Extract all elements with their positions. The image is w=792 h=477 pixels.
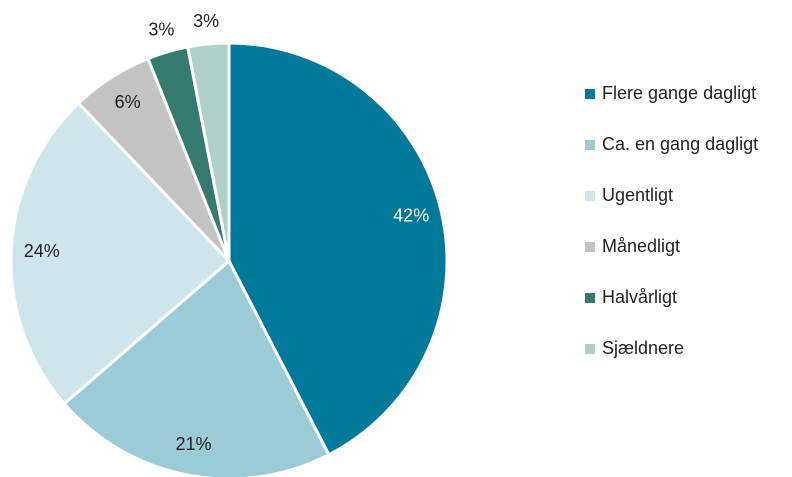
legend-label: Halvårligt <box>602 287 677 307</box>
legend-marker <box>585 242 595 252</box>
data-label: 3% <box>148 19 174 39</box>
data-label: 24% <box>24 241 60 261</box>
legend-marker <box>585 344 595 354</box>
legend-label: Månedligt <box>602 236 680 256</box>
data-label: 6% <box>115 92 141 112</box>
pie-slice <box>185 41 231 262</box>
legend-label: Sjældnere <box>602 338 684 358</box>
legend-marker <box>585 89 595 99</box>
data-label: 42% <box>393 206 429 226</box>
pie-slice <box>227 41 449 457</box>
legend-marker <box>585 293 595 303</box>
legend-label: Ca. en gang dagligt <box>602 134 758 154</box>
pie-slice <box>9 101 232 406</box>
data-label: 21% <box>176 434 212 454</box>
legend-label: Flere gange dagligt <box>602 83 756 103</box>
data-label: 3% <box>193 11 219 31</box>
legend-marker <box>585 140 595 150</box>
legend-marker <box>585 191 595 201</box>
pie-slice <box>62 258 331 477</box>
legend-label: Ugentligt <box>602 185 673 205</box>
